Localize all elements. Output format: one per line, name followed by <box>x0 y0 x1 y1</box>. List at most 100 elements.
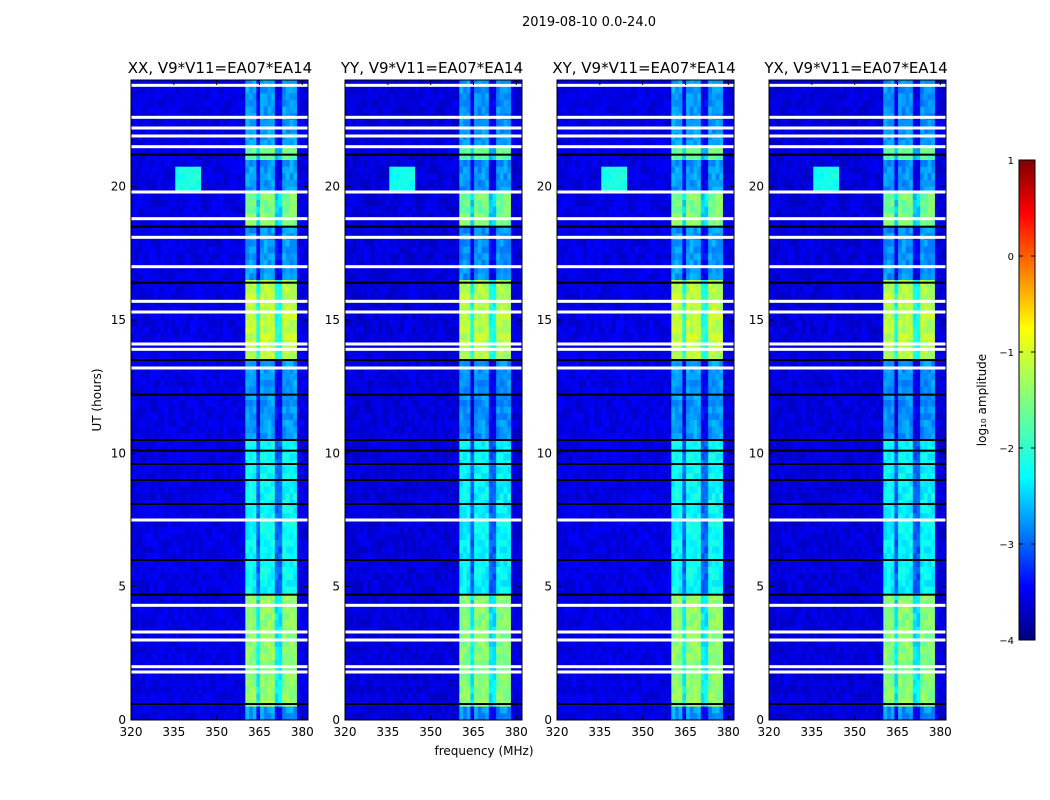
heatmap-cell <box>241 146 246 154</box>
heatmap-cell <box>134 480 139 487</box>
heatmap-cell <box>241 473 246 481</box>
heatmap-cell <box>260 186 265 194</box>
heatmap-cell <box>212 246 217 254</box>
heatmap-cell <box>204 180 209 187</box>
heatmap-cell <box>145 393 150 401</box>
heatmap-cell <box>164 380 169 387</box>
heatmap-cell <box>190 533 194 541</box>
heatmap-cell <box>249 173 253 181</box>
heatmap-cell <box>197 326 202 334</box>
heatmap-cell <box>300 613 305 621</box>
heatmap-cell <box>164 226 169 234</box>
heatmap-cell <box>488 80 493 87</box>
heatmap-cell <box>256 266 261 274</box>
heatmap-cell <box>271 393 276 401</box>
heatmap-cell <box>289 426 294 434</box>
heatmap-cell <box>171 620 176 627</box>
heatmap-cell <box>212 453 217 461</box>
heatmap-cell <box>260 560 265 567</box>
heatmap-cell <box>300 240 305 247</box>
heatmap-cell <box>230 140 235 147</box>
heatmap-cell <box>156 553 161 561</box>
heatmap-cell <box>156 273 161 281</box>
heatmap-cell <box>204 566 209 574</box>
heatmap-cell <box>186 386 191 394</box>
heatmap-cell <box>134 633 139 641</box>
heatmap-cell <box>131 540 135 547</box>
heatmap-cell <box>234 586 239 594</box>
heatmap-cell <box>230 646 235 654</box>
heatmap-cell <box>167 480 172 487</box>
heatmap-cell <box>164 713 169 721</box>
heatmap-cell <box>249 713 253 721</box>
heatmap-cell <box>285 433 290 441</box>
heatmap-cell <box>304 106 309 114</box>
heatmap-cell <box>249 526 253 534</box>
heatmap-cell <box>249 206 253 214</box>
heatmap-cell <box>171 360 176 367</box>
heatmap-cell <box>138 433 143 441</box>
heatmap-cell <box>267 173 272 181</box>
heatmap-cell <box>138 166 143 174</box>
heatmap-cell <box>193 373 198 381</box>
heatmap-cell <box>197 253 202 261</box>
heatmap-cell <box>145 620 150 627</box>
heatmap-cell <box>267 626 272 634</box>
heatmap-cell <box>285 646 290 654</box>
heatmap-cell <box>131 180 135 187</box>
heatmap-cell <box>514 106 519 114</box>
heatmap-cell <box>296 226 301 234</box>
heatmap-cell <box>289 146 294 154</box>
heatmap-cell <box>289 706 294 714</box>
heatmap-cell <box>245 480 250 487</box>
heatmap-cell <box>178 413 183 421</box>
heatmap-cell <box>219 226 224 234</box>
heatmap-cell <box>300 93 305 101</box>
heatmap-cell <box>201 366 206 374</box>
heatmap-cell <box>241 486 246 494</box>
heatmap-cell <box>175 406 180 414</box>
heatmap-cell <box>178 273 183 281</box>
heatmap-cell <box>201 660 206 667</box>
heatmap-cell <box>197 186 202 194</box>
heatmap-cell <box>153 713 158 721</box>
heatmap-cell <box>175 626 180 634</box>
heatmap-cell <box>193 400 198 407</box>
heatmap-cell <box>193 193 198 201</box>
heatmap-cell <box>215 586 220 594</box>
heatmap-cell <box>271 80 276 87</box>
heatmap-cell <box>134 206 139 214</box>
heatmap-cell <box>237 693 242 701</box>
heatmap-cell <box>230 566 235 574</box>
heatmap-cell <box>245 393 250 401</box>
heatmap-cell <box>237 666 242 674</box>
heatmap-cell <box>285 366 290 374</box>
heatmap-cell <box>252 333 257 341</box>
heatmap-cell <box>256 166 261 174</box>
heatmap-cell <box>145 106 150 114</box>
heatmap-cell <box>237 226 242 234</box>
heatmap-cell <box>245 693 250 701</box>
panel-title-xx: XX, V9*V11=EA07*EA14 <box>128 59 312 77</box>
heatmap-cell <box>296 186 301 194</box>
heatmap-cell <box>186 146 191 154</box>
heatmap-cell <box>178 600 183 607</box>
heatmap-cell <box>149 486 154 494</box>
heatmap-cell <box>256 326 261 334</box>
heatmap-cell <box>156 206 161 214</box>
heatmap-cell <box>164 393 169 401</box>
heatmap-cell <box>134 440 139 447</box>
heatmap-cell <box>234 593 239 601</box>
heatmap-cell <box>267 513 272 521</box>
heatmap-cell <box>212 406 217 414</box>
heatmap-cell <box>164 533 169 541</box>
heatmap-cell <box>167 553 172 561</box>
heatmap-cell <box>149 673 154 681</box>
heatmap-cell <box>201 226 206 234</box>
heatmap-cell <box>226 573 231 581</box>
heatmap-cell <box>190 193 194 201</box>
heatmap-cell <box>226 646 231 654</box>
heatmap-cell <box>245 540 250 547</box>
heatmap-cell <box>167 353 172 361</box>
heatmap-cell <box>230 506 235 514</box>
